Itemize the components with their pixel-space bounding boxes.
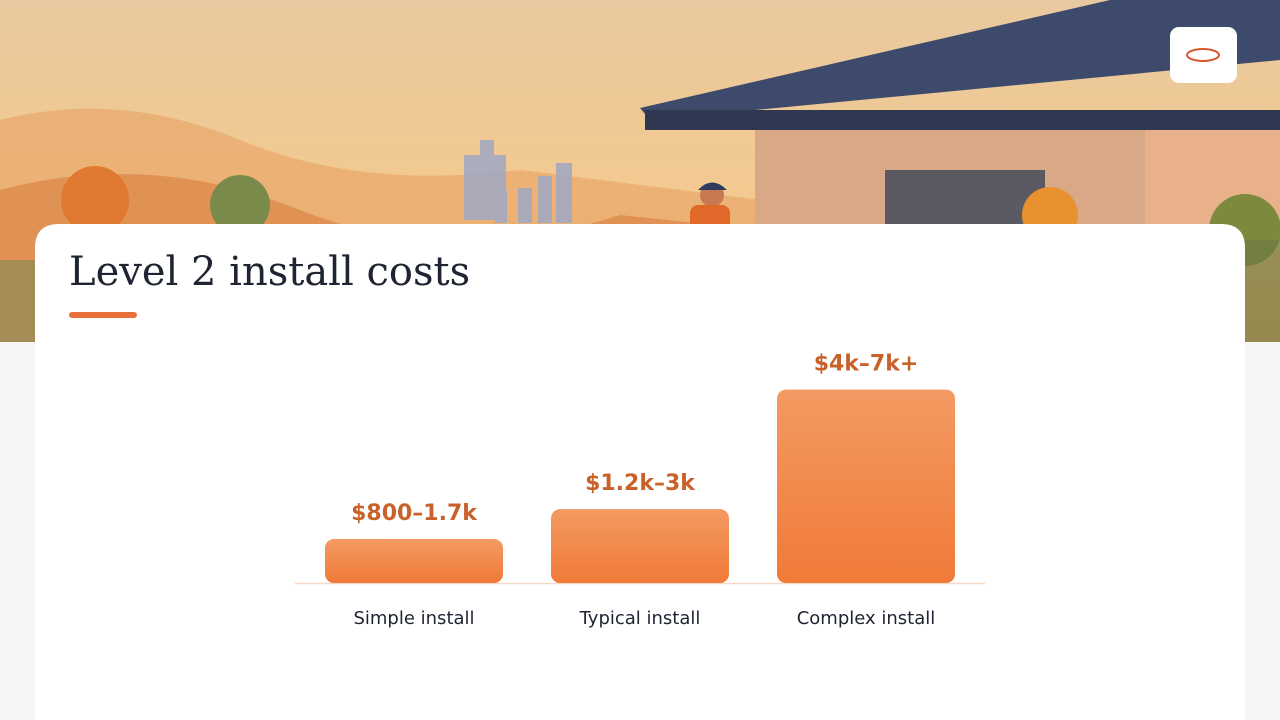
x-tick-label: Typical install (579, 608, 701, 629)
value-label: $4k–7k+ (814, 352, 919, 377)
x-tick-label: Complex install (797, 608, 936, 629)
bar (325, 539, 503, 583)
title-underline (69, 312, 137, 318)
logo (1186, 48, 1220, 62)
value-label: $800–1.7k (351, 501, 478, 526)
chart-title: Level 2 install costs (69, 249, 470, 295)
x-tick-label: Simple install (353, 608, 474, 629)
value-label: $1.2k–3k (585, 471, 696, 496)
bar (551, 509, 729, 583)
bar (777, 389, 955, 583)
logo-box (1170, 27, 1237, 83)
card (35, 224, 1245, 720)
